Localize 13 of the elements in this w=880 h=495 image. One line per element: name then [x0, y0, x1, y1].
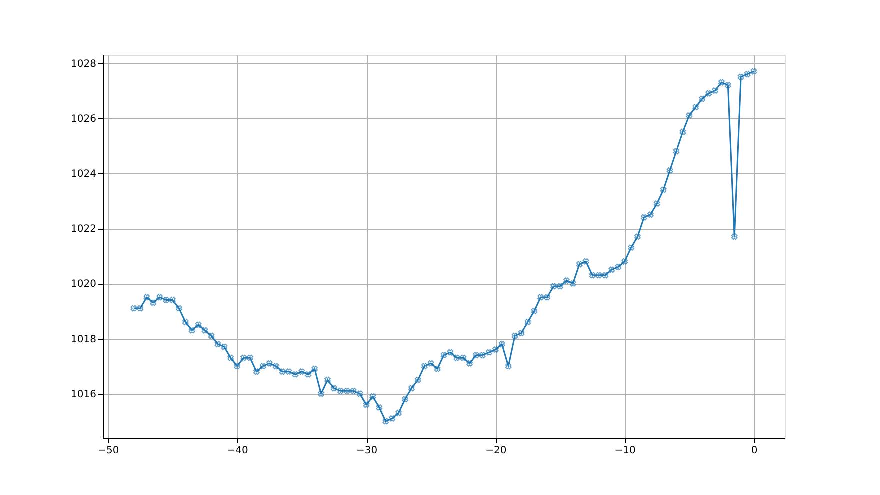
y-tick-label: 1018	[71, 334, 96, 346]
y-tick-label: 1020	[71, 279, 96, 290]
y-tick-label: 1016	[71, 389, 96, 400]
x-tick-label: −50	[98, 446, 120, 456]
x-tick-label: 0	[751, 446, 758, 456]
x-tick-label: −10	[614, 446, 636, 456]
x-tick-label: −40	[227, 446, 248, 456]
y-tick-label: 1022	[71, 224, 96, 236]
y-tick-label: 1028	[71, 58, 96, 70]
x-tick-label: −30	[356, 446, 378, 456]
y-tick-label: 1024	[71, 168, 96, 180]
x-tick-label: −20	[486, 446, 507, 456]
y-tick-label: 1026	[71, 114, 96, 125]
